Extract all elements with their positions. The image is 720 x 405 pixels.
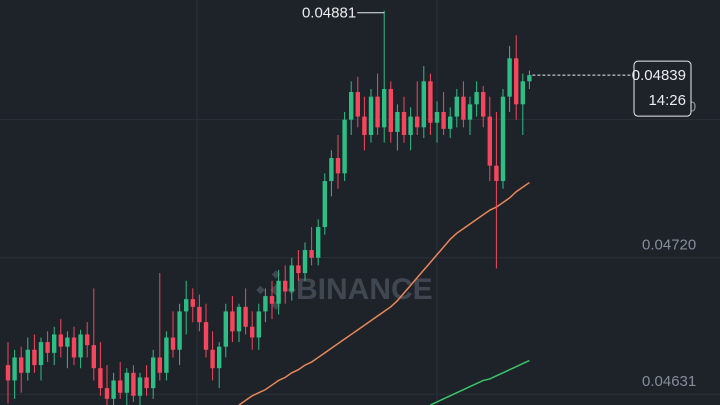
high-marker-label: 0.04881: [302, 5, 356, 22]
candle-body: [375, 96, 380, 128]
candle-body: [527, 75, 532, 82]
candle-body: [243, 306, 248, 327]
candle-body: [131, 372, 136, 396]
candle-body: [434, 111, 440, 123]
candle-body: [217, 346, 222, 369]
candle-body: [71, 337, 77, 358]
candle-body: [137, 377, 143, 396]
candle-body: [164, 337, 169, 373]
candle-body: [91, 345, 96, 369]
candle-body: [342, 119, 347, 174]
countdown-label: 14:26: [648, 92, 686, 109]
candle-body: [230, 311, 235, 332]
candle-body: [12, 357, 17, 381]
candle-body: [38, 342, 44, 366]
candle-body: [45, 342, 50, 353]
moving-average-line: [238, 181, 530, 405]
candle-body: [421, 81, 426, 128]
candle-body: [481, 92, 486, 117]
candle-body: [65, 337, 70, 347]
candle-body: [302, 250, 308, 274]
candle-body: [388, 88, 393, 132]
candle-body: [190, 299, 195, 307]
candle-body: [362, 116, 367, 135]
candle-body: [335, 158, 341, 174]
last-price-box: [633, 60, 692, 117]
candle-body: [520, 81, 525, 105]
candle-body: [144, 377, 149, 389]
candle-body: [349, 92, 354, 120]
candle-body: [408, 116, 413, 135]
candle-body: [5, 365, 11, 381]
candle-body: [494, 165, 499, 182]
candle-body: [256, 311, 261, 338]
candle-body: [467, 104, 473, 120]
candle-body: [289, 265, 294, 292]
candle-body: [85, 334, 90, 346]
candle-body: [454, 96, 459, 117]
candle-body: [197, 306, 202, 323]
candle-body: [184, 299, 189, 312]
candle-body: [223, 311, 228, 347]
candle-body: [118, 380, 123, 393]
candle-body: [368, 96, 374, 135]
candle-body: [203, 322, 209, 350]
candle-body: [296, 265, 301, 274]
candle-body: [78, 334, 83, 358]
candle-body: [500, 96, 506, 182]
candle-body: [316, 227, 321, 258]
candle-body: [19, 357, 24, 373]
candle-body: [151, 357, 156, 389]
candle-body: [210, 349, 215, 369]
y-tick-label: 0.04631: [642, 373, 696, 390]
candle-body: [157, 357, 162, 373]
candle-body: [177, 311, 182, 350]
y-tick-label: 0.04720: [642, 237, 696, 254]
candle-body: [269, 296, 275, 304]
candle-body: [428, 81, 433, 123]
plot: [5, 10, 532, 405]
candle-body: [236, 306, 242, 332]
moving-average-line: [430, 359, 530, 405]
candle-body: [263, 296, 268, 312]
candle-body: [474, 92, 479, 105]
candle-body: [395, 111, 400, 132]
candle-body: [401, 111, 407, 135]
candle-body: [250, 326, 255, 338]
candle-body: [170, 337, 176, 350]
candle-body: [124, 372, 129, 393]
candle-body: [104, 388, 110, 399]
candle-body: [309, 250, 314, 258]
watermark-text: BINANCE: [296, 273, 433, 306]
candle-body: [461, 96, 466, 120]
candle-body: [52, 334, 57, 353]
candle-body: [329, 158, 334, 182]
candle-body: [355, 92, 360, 117]
last-price-label: 0.04839: [632, 67, 686, 84]
candle-body: [415, 116, 420, 128]
candle-body: [283, 280, 288, 292]
candle-body: [322, 181, 327, 228]
candle-body: [276, 280, 281, 304]
overlay: 0.04881 0.04839 14:26: [302, 5, 692, 117]
candle-body: [111, 380, 116, 399]
candle-body: [25, 349, 30, 373]
grid: [0, 119, 720, 395]
candle-body: [98, 368, 103, 389]
candle-body: [514, 58, 519, 105]
candle-body: [507, 58, 512, 97]
candle-body: [441, 111, 446, 129]
candle-body: [448, 116, 453, 129]
candle-body: [382, 88, 387, 128]
candle-body: [487, 116, 492, 166]
candle-body: [58, 334, 63, 347]
candle-body: [32, 349, 37, 366]
